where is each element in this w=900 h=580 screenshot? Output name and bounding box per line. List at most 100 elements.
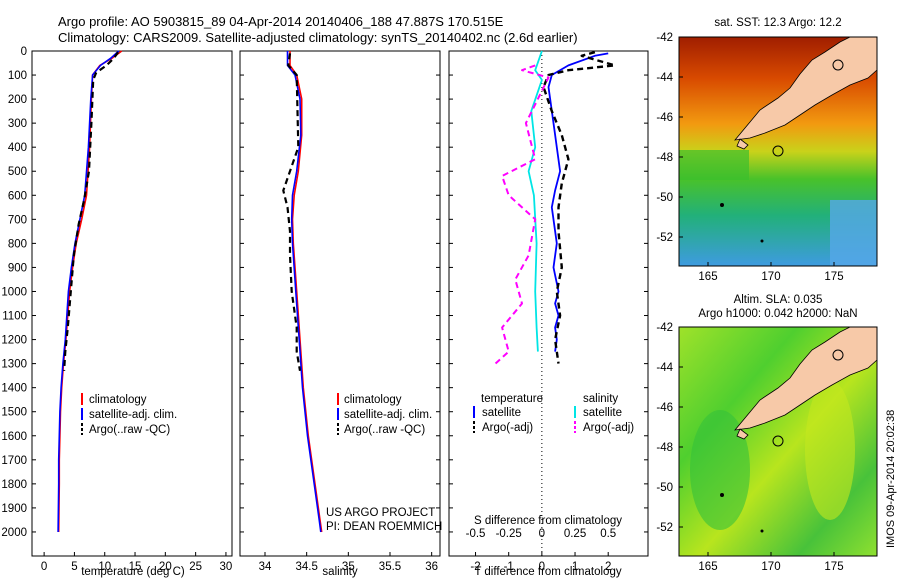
y-tick-label: 1600 bbox=[1, 431, 27, 443]
y-tick-label: 1500 bbox=[1, 407, 27, 419]
series-line bbox=[63, 51, 119, 371]
y-tick-label: 500 bbox=[8, 166, 27, 178]
y-tick-label: 400 bbox=[8, 142, 27, 154]
lat-tick-label: -50 bbox=[656, 482, 673, 494]
island-dot bbox=[720, 203, 724, 207]
lat-tick-label: -42 bbox=[656, 32, 673, 44]
x-tick-label: 30 bbox=[220, 561, 233, 573]
lat-tick-label: -50 bbox=[656, 192, 673, 204]
s-difference-axis-label: S difference from climatology bbox=[474, 515, 622, 527]
sst-cold-patch bbox=[830, 200, 877, 266]
y-tick-label: 100 bbox=[8, 70, 27, 82]
legend-t-argo-label: Argo(-adj) bbox=[482, 422, 533, 434]
y-tick-label: 1800 bbox=[1, 479, 27, 491]
lon-tick-label: 175 bbox=[824, 561, 843, 573]
temperature-legend: climatology satellite-adj. clim. Argo(..… bbox=[81, 393, 177, 436]
temperature-plot-frame bbox=[31, 50, 233, 557]
lat-tick-label: -42 bbox=[656, 322, 673, 334]
y-tick-label: 1900 bbox=[1, 503, 27, 515]
y-tick-label: 1000 bbox=[1, 286, 27, 298]
difference-panel: -2 -1 0 1 2 -0.5 -0.25 0 0.25 0.5 T difference fr… bbox=[448, 50, 649, 578]
title-line-2: Climatology: CARS2009. Satellite-adjuste… bbox=[58, 30, 578, 45]
s-tick-label: 0.25 bbox=[564, 528, 586, 540]
sla-marker-circle bbox=[832, 349, 844, 361]
x-tick-label: 20 bbox=[159, 561, 172, 573]
lon-tick-label: 170 bbox=[761, 271, 780, 283]
y-tick-label: 700 bbox=[8, 214, 27, 226]
salinity-legend: climatology satellite-adj. clim. Argo(..… bbox=[337, 393, 432, 436]
legend-climatology-label: climatology bbox=[89, 394, 147, 406]
x-tick-label: 0 bbox=[41, 561, 47, 573]
sla-map-title-1: Altim. SLA: 0.035 bbox=[734, 294, 823, 306]
sst-green-patch bbox=[679, 150, 749, 180]
sst-map-title: sat. SST: 12.3 Argo: 12.2 bbox=[714, 17, 841, 29]
lon-tick-label: 165 bbox=[698, 271, 717, 283]
s-tick-label: 0 bbox=[539, 528, 545, 540]
y-tick-label: 300 bbox=[8, 118, 27, 130]
x-tick-label: 5 bbox=[71, 561, 77, 573]
series-line bbox=[542, 51, 616, 364]
lat-tick-label: -44 bbox=[656, 362, 673, 374]
sst-map-frame bbox=[678, 36, 878, 267]
series-line bbox=[494, 64, 550, 365]
temperature-axis-label: temperature (deg C) bbox=[81, 566, 185, 578]
sla-high-patch bbox=[805, 380, 855, 520]
x-tick-label: 25 bbox=[189, 561, 202, 573]
y-tick-label: 1400 bbox=[1, 383, 27, 395]
lat-tick-label: -52 bbox=[656, 522, 673, 534]
x-tick-label: 35 bbox=[342, 561, 355, 573]
legend-argo-label: Argo(..raw -QC) bbox=[344, 424, 425, 436]
y-tick-label: 0 bbox=[21, 46, 27, 58]
island-dot bbox=[720, 493, 724, 497]
y-tick-label: 1300 bbox=[1, 359, 27, 371]
series-line bbox=[527, 50, 543, 352]
lon-tick-label: 175 bbox=[824, 271, 843, 283]
t-difference-axis-label: T difference from climatology bbox=[474, 566, 621, 578]
credit-project: US ARGO PROJECT bbox=[326, 507, 435, 519]
x-tick-label: -1 bbox=[504, 561, 514, 573]
legend-argo-label: Argo(..raw -QC) bbox=[89, 424, 170, 436]
y-tick-label: 1700 bbox=[1, 455, 27, 467]
south-island-landmass bbox=[734, 327, 877, 431]
legend-temperature-title: temperature bbox=[481, 393, 543, 405]
argo-float-marker bbox=[772, 145, 784, 157]
lat-tick-label: -46 bbox=[656, 112, 673, 124]
island-dot-small bbox=[760, 529, 764, 533]
legend-t-satellite-label: satellite bbox=[482, 407, 521, 419]
y-tick-label: 1100 bbox=[2, 311, 27, 323]
stewart-island bbox=[736, 428, 749, 440]
temperature-panel: 0 5 10 15 20 25 300100200300400500600700800900… bbox=[1, 46, 233, 578]
x-tick-label: 0 bbox=[539, 561, 545, 573]
argo-float-marker bbox=[772, 435, 784, 447]
y-tick-label: 2000 bbox=[1, 527, 27, 539]
y-tick-label: 800 bbox=[8, 238, 27, 250]
difference-plot-frame bbox=[448, 50, 649, 557]
lat-tick-label: -48 bbox=[656, 152, 673, 164]
legend-salinity-title: salinity bbox=[583, 393, 618, 405]
sst-marker-circle bbox=[832, 59, 844, 71]
series-line bbox=[282, 53, 302, 371]
series-line bbox=[547, 52, 609, 352]
x-tick-label: 2 bbox=[605, 561, 611, 573]
sla-low-patch bbox=[690, 410, 750, 530]
legend-s-argo-label: Argo(-adj) bbox=[583, 422, 634, 434]
south-island-landmass bbox=[734, 37, 877, 141]
series-line bbox=[289, 51, 323, 533]
s-tick-label: -0.25 bbox=[496, 528, 522, 540]
legend-satellite-label: satellite-adj. clim. bbox=[89, 409, 177, 421]
legend-climatology-label: climatology bbox=[344, 394, 402, 406]
x-tick-label: 36 bbox=[425, 561, 438, 573]
x-tick-label: 15 bbox=[129, 561, 142, 573]
salinity-plot-frame bbox=[239, 50, 441, 557]
timestamp-stamp: IMOS 09-Apr-2014 20:02:38 bbox=[885, 409, 897, 548]
x-tick-label: 34.5 bbox=[295, 561, 317, 573]
sla-map: Altim. SLA: 0.035 Argo h1000: 0.042 h200… bbox=[656, 294, 878, 573]
difference-legend: temperature salinity satellite Argo(-adj… bbox=[473, 393, 634, 434]
lat-tick-label: -46 bbox=[656, 402, 673, 414]
legend-s-satellite-label: satellite bbox=[583, 407, 622, 419]
s-tick-label: -0.5 bbox=[466, 528, 486, 540]
lat-tick-label: -44 bbox=[656, 72, 673, 84]
y-tick-label: 200 bbox=[8, 94, 27, 106]
credit-pi: PI: DEAN ROEMMICH bbox=[326, 521, 442, 533]
